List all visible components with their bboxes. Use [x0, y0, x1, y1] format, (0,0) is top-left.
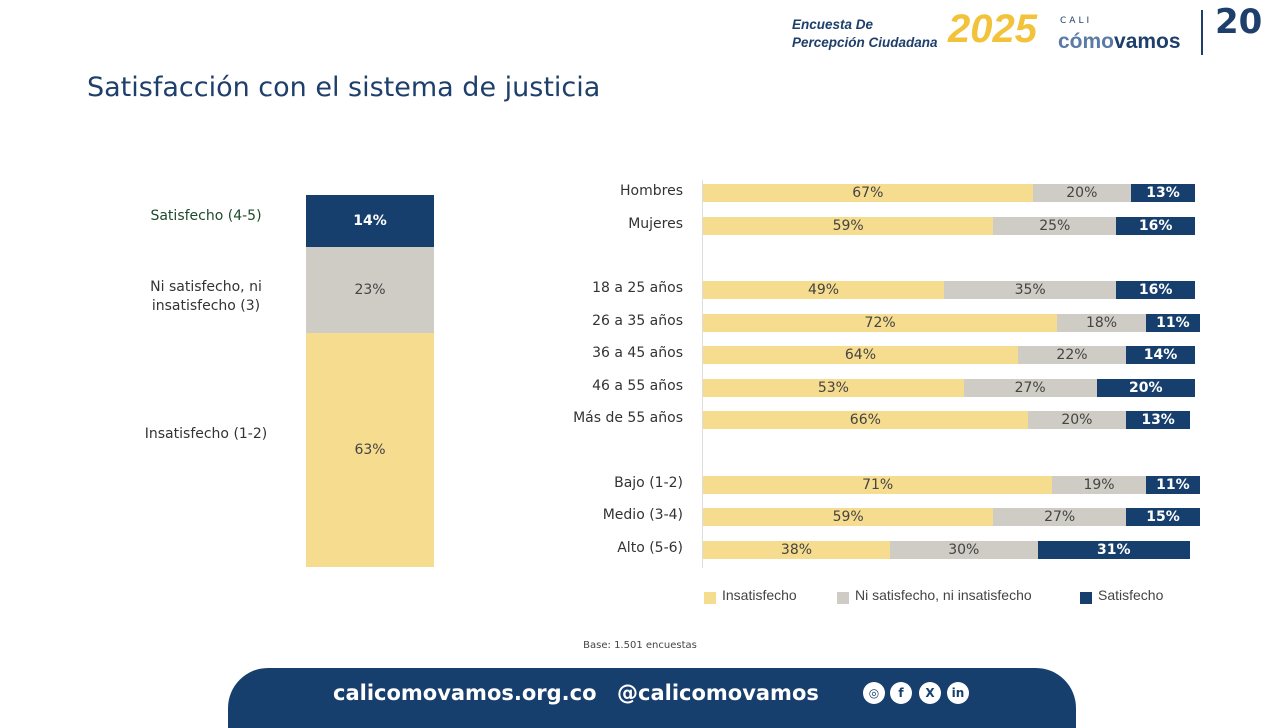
row-label: 26 a 35 años — [592, 313, 683, 329]
bar-segment: 67% — [703, 184, 1033, 202]
bar-segment: 14% — [306, 195, 434, 248]
bar-segment: 16% — [1116, 217, 1195, 235]
bar-segment: 20% — [1096, 379, 1195, 397]
bar-segment: 66% — [703, 411, 1028, 429]
row-label: Hombres — [620, 183, 683, 199]
brand-logo-part1: cómo — [1058, 30, 1115, 53]
survey-logo-year: 2025 — [948, 7, 1037, 51]
bar-segment: 13% — [1131, 184, 1195, 202]
bar-segment: 11% — [1145, 476, 1200, 494]
bar-segment: 63% — [306, 332, 434, 567]
bar-segment: 15% — [1126, 508, 1200, 526]
row-label: Bajo (1-2) — [614, 475, 683, 491]
row-label: 36 a 45 años — [592, 345, 683, 361]
bar-segment: 53% — [703, 379, 964, 397]
brand-logo: cómovamos — [1058, 30, 1181, 54]
x-icon[interactable]: X — [919, 682, 941, 704]
bar-segment: 22% — [1017, 346, 1127, 364]
website-link[interactable]: calicomovamos.org.co — [333, 681, 597, 705]
bar-segment: 25% — [993, 217, 1117, 235]
page-title: Satisfacción con el sistema de justicia — [87, 72, 601, 103]
bar-segment: 19% — [1052, 476, 1146, 494]
bar-segment: 11% — [1145, 314, 1200, 332]
row-label: 46 a 55 años — [592, 378, 683, 394]
legend-item-satisfecho: Satisfecho — [1080, 586, 1163, 604]
category-label: Ni satisfecho, ni insatisfecho (3) — [150, 279, 262, 314]
survey-logo-line2: Percepción Ciudadana — [792, 35, 938, 50]
category-label: Satisfecho (4-5) — [150, 208, 262, 224]
row-label: Alto (5-6) — [617, 540, 683, 556]
legend-label: Ni satisfecho, ni insatisfecho — [855, 587, 1032, 603]
legend-swatch — [837, 592, 849, 604]
legend-item-insatisfecho: Insatisfecho — [704, 586, 797, 604]
linkedin-icon[interactable]: in — [947, 682, 969, 704]
bar-segment: 64% — [703, 346, 1018, 364]
bar-segment: 16% — [1116, 281, 1195, 299]
bar-segment: 18% — [1057, 314, 1146, 332]
facebook-icon[interactable]: f — [890, 682, 912, 704]
bar-segment: 59% — [703, 508, 994, 526]
legend-label: Satisfecho — [1098, 587, 1164, 603]
survey-logo: Encuesta De Percepción Ciudadana — [792, 16, 938, 52]
bar-segment: 49% — [703, 281, 945, 299]
category-label: Insatisfecho (1-2) — [144, 426, 268, 442]
bar-segment: 38% — [703, 541, 890, 559]
anniversary-logo: 20 — [1215, 2, 1263, 42]
bar-segment: 27% — [993, 508, 1127, 526]
instagram-icon[interactable]: ◎ — [863, 682, 885, 704]
legend-item-neutral: Ni satisfecho, ni insatisfecho — [837, 586, 1032, 604]
row-label: Mujeres — [628, 216, 683, 232]
bar-segment: 27% — [963, 379, 1097, 397]
bar-segment: 71% — [703, 476, 1053, 494]
legend-swatch — [704, 592, 716, 604]
social-handle[interactable]: @calicomovamos — [617, 681, 819, 705]
bar-segment: 20% — [1032, 184, 1132, 202]
survey-logo-line1: Encuesta De — [792, 17, 874, 32]
bar-segment: 20% — [1027, 411, 1127, 429]
brand-logo-part2: vamos — [1114, 30, 1181, 53]
bar-segment: 23% — [306, 247, 434, 333]
axis-line — [702, 180, 703, 568]
bar-segment: 14% — [1126, 346, 1195, 364]
row-label: Medio (3-4) — [602, 507, 683, 523]
legend-swatch — [1080, 592, 1092, 604]
base-note: Base: 1.501 encuestas — [583, 640, 697, 651]
brand-small: CALI — [1060, 16, 1093, 26]
divider — [1201, 10, 1203, 55]
bar-segment: 13% — [1126, 411, 1191, 429]
bar-segment: 35% — [944, 281, 1117, 299]
bar-segment: 59% — [703, 217, 994, 235]
row-label: 18 a 25 años — [592, 280, 683, 296]
bar-segment: 72% — [703, 314, 1058, 332]
bar-segment: 30% — [889, 541, 1038, 559]
row-label: Más de 55 años — [573, 410, 683, 426]
bar-segment: 31% — [1037, 541, 1191, 559]
legend-label: Insatisfecho — [722, 587, 797, 603]
